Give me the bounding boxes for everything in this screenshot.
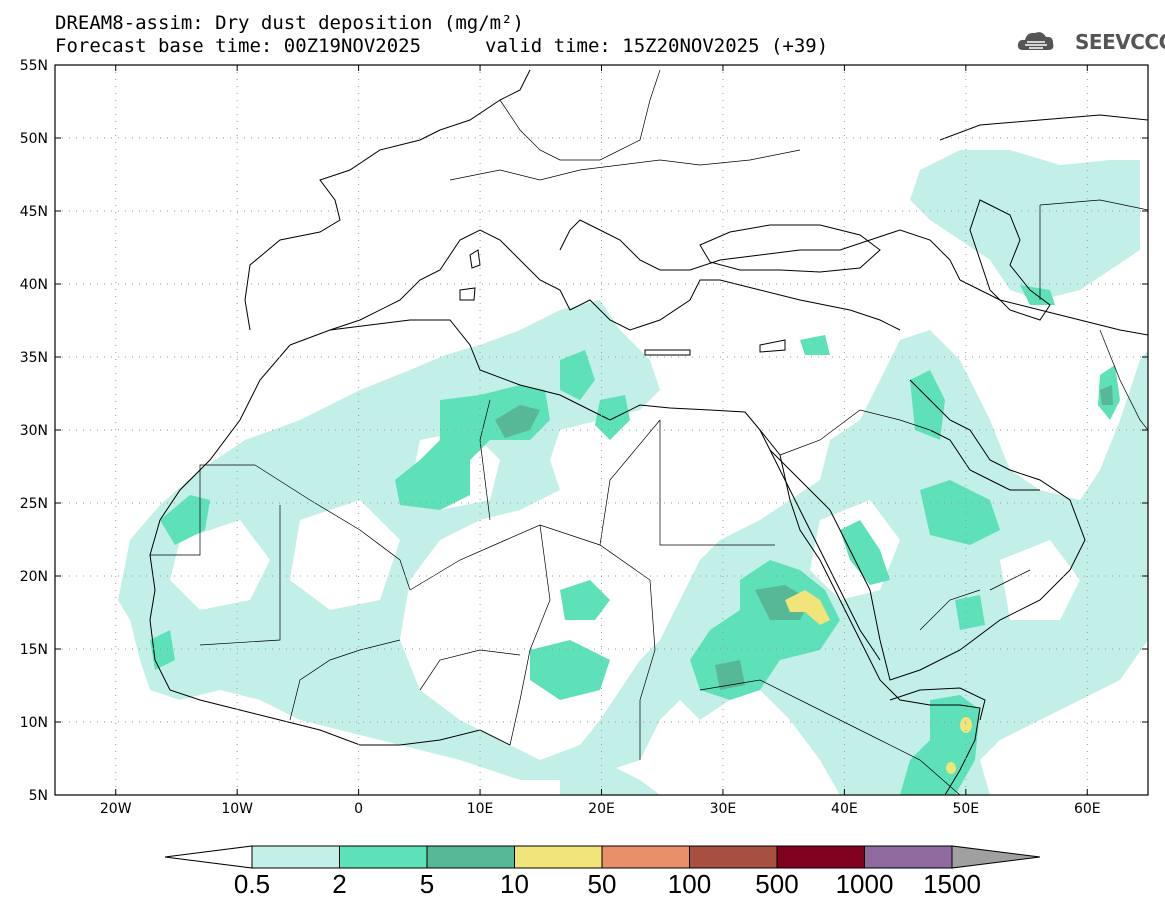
colorbar-swatch: [776, 845, 865, 869]
colorbar-under-triangle: [164, 845, 253, 869]
map-gridlines: [55, 65, 1148, 795]
colorbar-over-triangle: [951, 845, 1041, 869]
cloud-logo-icon: [1017, 32, 1054, 50]
map-title: DREAM8-assim: Dry dust deposition (mg/m²…: [55, 12, 524, 34]
forecast-valid-time: valid time: 15Z20NOV2025 (+39): [485, 35, 829, 57]
lon-tick-label: 50E: [952, 801, 979, 817]
lat-tick-label: 35N: [20, 350, 48, 366]
colorbar-level-label: 1000: [836, 869, 894, 899]
colorbar-swatch: [339, 845, 428, 869]
lat-tick-label: 5N: [29, 788, 48, 804]
colorbar-swatch: [251, 845, 340, 869]
lon-tick-label: 20W: [100, 801, 132, 817]
lat-tick-label: 50N: [20, 131, 48, 147]
lon-tick-label: 30E: [710, 801, 737, 817]
colorbar-level-label: 500: [755, 869, 798, 899]
lat-tick-label: 25N: [20, 496, 48, 512]
colorbar-level-label: 100: [668, 869, 711, 899]
lat-tick-label: 55N: [20, 58, 48, 74]
colorbar-level-label: 1500: [923, 869, 981, 899]
logo-text: SEEVCCC: [1075, 30, 1165, 54]
colorbar-legend: 0.5 2 5 10 50 100 500 1000 1500: [164, 845, 1041, 899]
colorbar-level-label: 5: [420, 869, 434, 899]
lon-tick-label: 20E: [588, 801, 615, 817]
lon-tick-label: 60E: [1074, 801, 1101, 817]
lon-tick-label: 0: [354, 801, 363, 817]
dust-layer-low: [118, 150, 1148, 795]
lon-tick-label: 40E: [831, 801, 858, 817]
colorbar-swatch: [689, 845, 778, 869]
lat-tick-label: 30N: [20, 423, 48, 439]
colorbar-swatch: [514, 845, 603, 869]
colorbar-level-label: 50: [588, 869, 617, 899]
lat-tick-label: 10N: [20, 715, 48, 731]
colorbar-swatch: [426, 845, 515, 869]
colorbar-level-label: 10: [500, 869, 529, 899]
colorbar-level-label: 0.5: [234, 869, 270, 899]
dust-gaps: [170, 430, 1080, 630]
colorbar-level-label: 2: [332, 869, 346, 899]
lat-tick-label: 20N: [20, 569, 48, 585]
forecast-base-time: Forecast base time: 00Z19NOV2025: [55, 35, 422, 57]
latitude-axis: 55N 50N 45N 40N 35N 30N 25N 20N 15N 10N 5N: [20, 58, 1148, 804]
lat-tick-label: 45N: [20, 204, 48, 220]
longitude-axis: 20W 10W 0 10E 20E 30E 40E 50E 60E: [100, 65, 1101, 817]
lon-tick-label: 10E: [467, 801, 494, 817]
dust-layer-peak: [785, 590, 972, 774]
lon-tick-label: 10W: [221, 801, 253, 817]
colorbar-swatch: [864, 845, 953, 869]
colorbar-swatch: [601, 845, 690, 869]
country-borders: [150, 69, 1149, 796]
lat-tick-label: 40N: [20, 277, 48, 293]
lat-tick-label: 15N: [20, 642, 48, 658]
